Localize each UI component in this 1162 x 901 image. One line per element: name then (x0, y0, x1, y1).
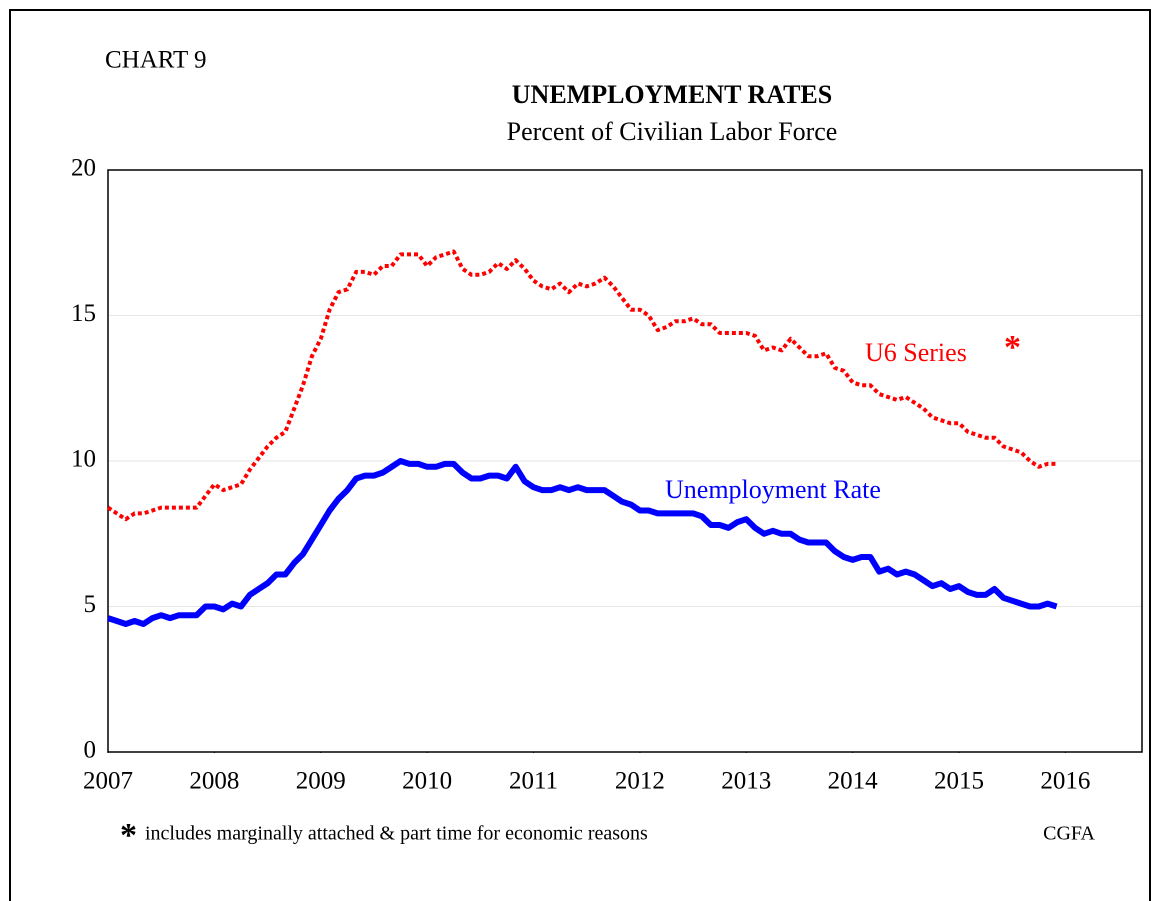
series-label: Unemployment Rate (665, 475, 881, 504)
source: CGFA (1043, 823, 1095, 845)
series-label: U6 Series (865, 338, 967, 367)
x-tick-label: 2009 (296, 768, 346, 795)
chart-title: UNEMPLOYMENT RATES (512, 80, 832, 109)
x-tick-label: 2008 (189, 768, 239, 795)
x-tick-label: 2011 (509, 768, 558, 795)
y-tick-label: 10 (71, 446, 96, 473)
x-tick-label: 2013 (721, 768, 771, 795)
x-tick-label: 2015 (934, 768, 984, 795)
series-line (106, 249, 1057, 522)
y-tick-label: 15 (71, 300, 96, 327)
series-line (107, 458, 1058, 627)
footnote-marker: * (120, 817, 137, 854)
y-tick-label: 20 (71, 155, 96, 182)
y-tick-label: 0 (84, 737, 97, 764)
chart-label: CHART 9 (105, 47, 207, 74)
frame (9, 9, 1151, 901)
x-tick-label: 2014 (828, 768, 879, 795)
x-tick-label: 2016 (1040, 768, 1090, 795)
x-tick-label: 2012 (615, 768, 665, 795)
chart-subtitle: Percent of Civilian Labor Force (507, 117, 838, 146)
y-tick-label: 5 (84, 591, 97, 618)
x-tick-label: 2010 (402, 768, 452, 795)
plot-area (107, 169, 1143, 753)
series-marker: * (1004, 329, 1021, 366)
footnote: includes marginally attached & part time… (145, 823, 648, 845)
x-tick-label: 2007 (83, 768, 133, 795)
